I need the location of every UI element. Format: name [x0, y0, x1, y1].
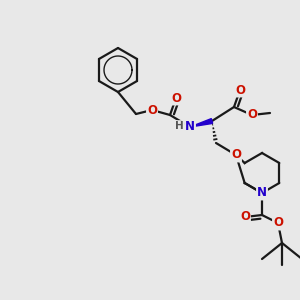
Text: O: O — [147, 103, 157, 116]
Text: N: N — [185, 121, 195, 134]
Text: O: O — [273, 217, 283, 230]
Text: O: O — [247, 109, 257, 122]
Text: N: N — [257, 187, 267, 200]
Text: O: O — [240, 211, 250, 224]
Text: O: O — [235, 83, 245, 97]
Text: O: O — [231, 148, 241, 161]
Text: H: H — [175, 121, 183, 131]
Text: O: O — [171, 92, 181, 104]
Polygon shape — [190, 118, 213, 127]
